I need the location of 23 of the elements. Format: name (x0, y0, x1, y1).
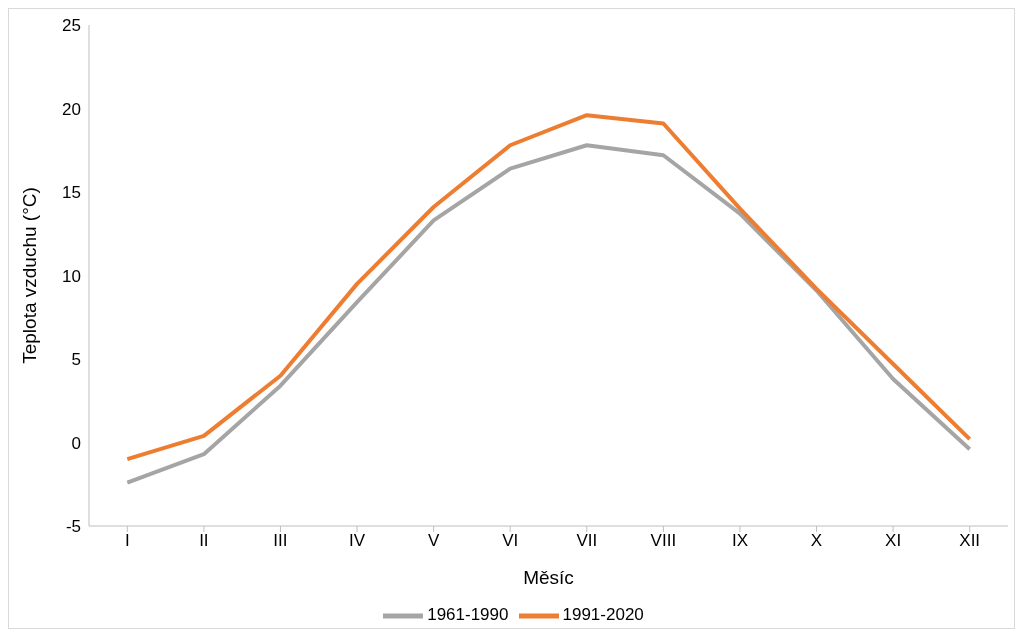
y-tick-label: 20 (62, 99, 81, 119)
x-tick-label: I (124, 531, 130, 551)
legend-label: 1961-1990 (427, 605, 509, 625)
y-tick-label: 5 (71, 350, 81, 370)
y-axis-title: Teplota vzduchu (°C) (18, 187, 40, 364)
x-axis-title: Měsíc (523, 567, 574, 588)
y-tick-label: 10 (62, 266, 81, 286)
x-tick-label: V (427, 531, 440, 551)
x-tick-label: X (810, 531, 823, 551)
x-tick-label: IX (731, 531, 748, 551)
legend-label: 1991-2020 (562, 605, 644, 625)
y-tick-label: -5 (65, 517, 81, 537)
x-tick-label: XI (885, 531, 902, 551)
x-tick-label: VIII (650, 531, 677, 551)
y-tick-label: 25 (62, 16, 81, 36)
x-tick-label: VII (576, 531, 598, 551)
x-tick-label: II (199, 531, 209, 551)
x-tick-label: IV (349, 531, 366, 551)
y-tick-label: 0 (71, 433, 81, 453)
x-tick-label: XII (959, 531, 981, 551)
y-tick-label: 15 (62, 183, 81, 203)
x-tick-label: VI (502, 531, 519, 551)
x-tick-label: III (273, 531, 288, 551)
